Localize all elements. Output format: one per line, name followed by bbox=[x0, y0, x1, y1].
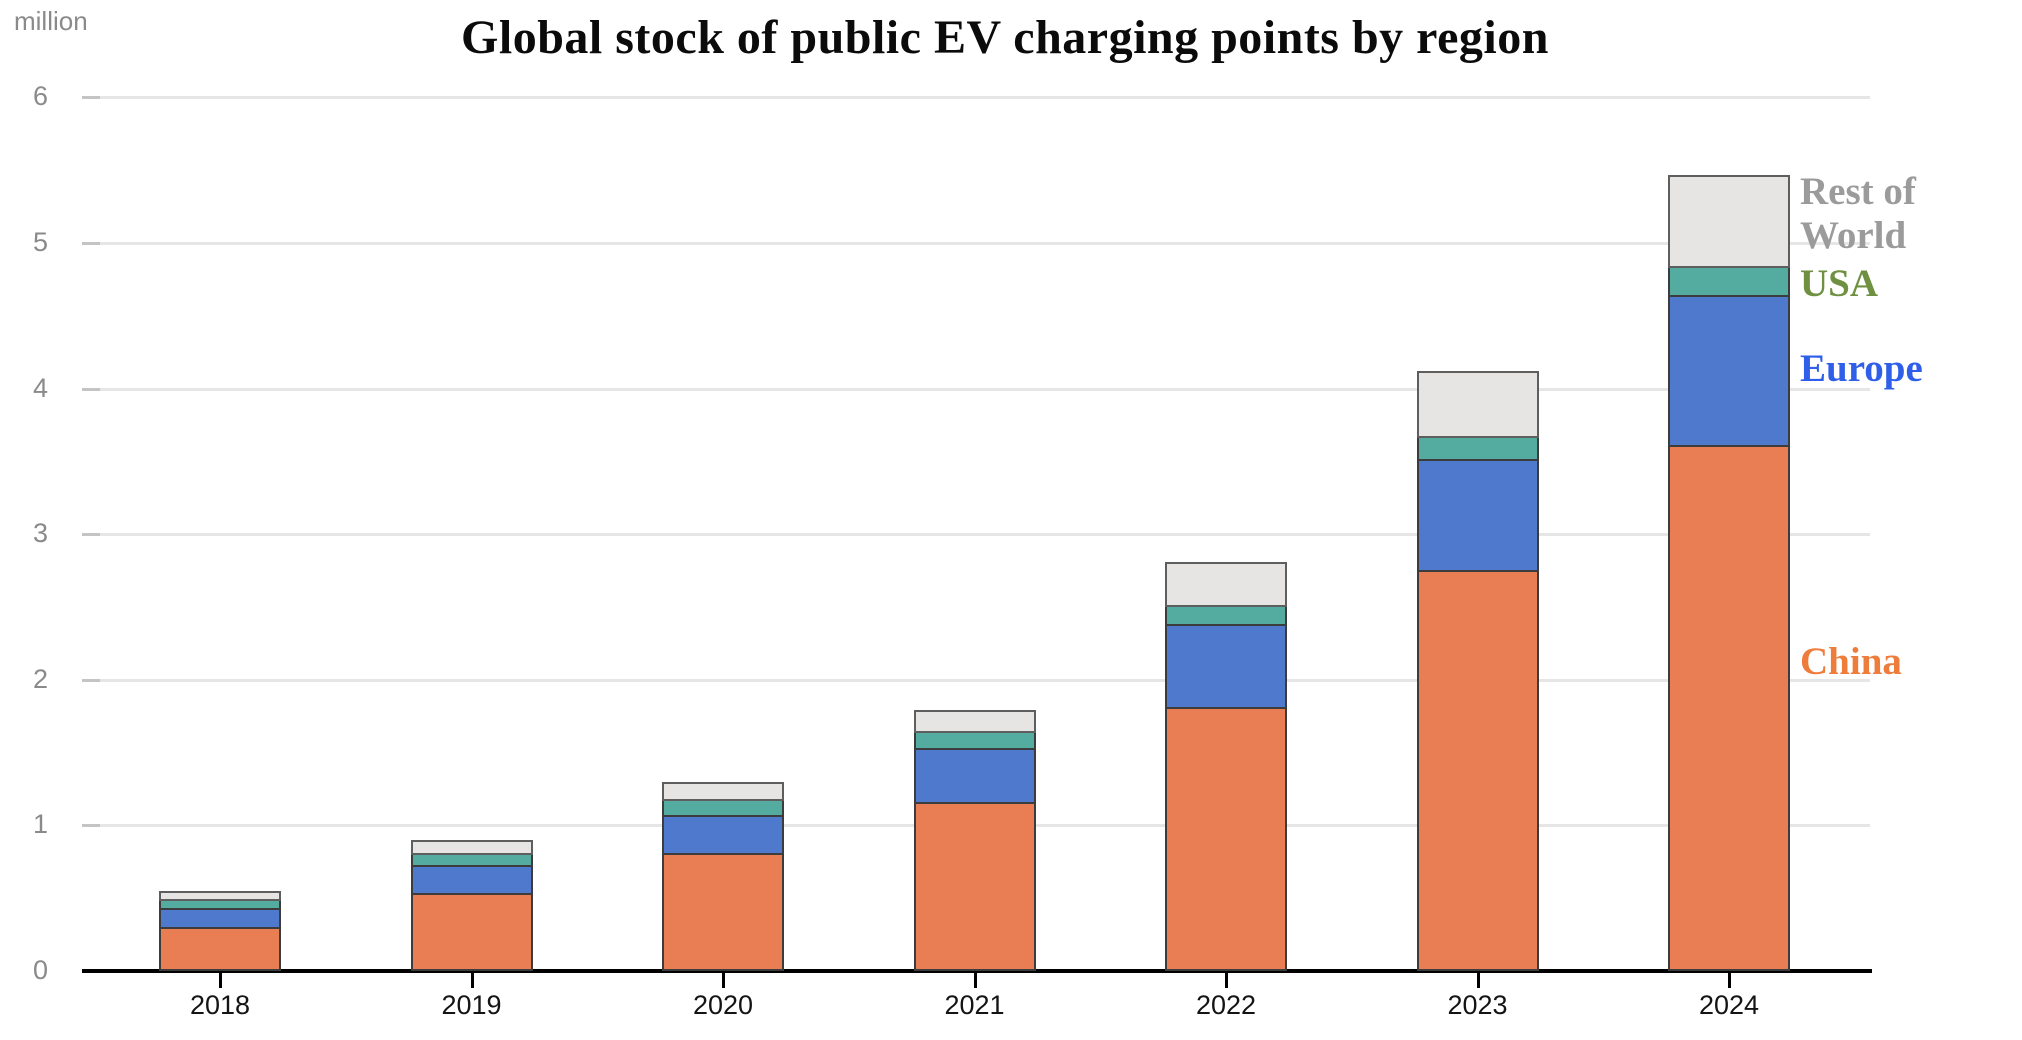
x-tick-2022 bbox=[1225, 973, 1228, 988]
bar-2020-segment-europe bbox=[662, 817, 784, 855]
bar-2020-segment-china bbox=[662, 855, 784, 971]
bar-2022-segment-china bbox=[1165, 709, 1287, 971]
chart-title: Global stock of public EV charging point… bbox=[461, 11, 1549, 64]
y-tick-label-5: 5 bbox=[32, 227, 48, 257]
bar-2018-segment-rest-of-world bbox=[159, 891, 281, 901]
bar-2018-segment-europe bbox=[159, 910, 281, 929]
y-tick-label-2: 2 bbox=[32, 663, 48, 694]
y-tick-label-3: 3 bbox=[32, 518, 48, 549]
x-tick-label-2018: 2018 bbox=[189, 990, 251, 1020]
x-tick-2020 bbox=[722, 973, 725, 988]
bar-2023-segment-usa bbox=[1416, 438, 1539, 461]
bar-2021-segment-rest-of-world bbox=[913, 710, 1036, 733]
bar-2024-segment-usa bbox=[1668, 268, 1790, 297]
bar-2019-segment-europe bbox=[410, 867, 533, 895]
bar-2024-segment-europe bbox=[1668, 297, 1790, 447]
x-tick-2019 bbox=[470, 973, 474, 988]
y-tick-label-0: 0 bbox=[32, 955, 48, 985]
bar-2024-segment-rest-of-world bbox=[1668, 175, 1790, 268]
bar-2022-segment-rest-of-world bbox=[1165, 562, 1287, 607]
bar-2019-segment-usa bbox=[410, 855, 533, 867]
gridline-y-3 bbox=[82, 533, 1870, 537]
bar-2022 bbox=[1165, 562, 1287, 971]
legend-label-europe: Europe bbox=[1800, 347, 1923, 390]
bar-2021-segment-europe bbox=[913, 750, 1036, 804]
bar-2023-segment-rest-of-world bbox=[1416, 371, 1539, 438]
legend-rest-of-world-line1: Rest of bbox=[1800, 170, 1916, 213]
y-tick-label-1: 1 bbox=[32, 809, 48, 840]
y-tick-mark-2 bbox=[82, 678, 100, 682]
bar-2019-segment-rest-of-world bbox=[410, 840, 533, 855]
y-tick-label-4: 4 bbox=[32, 372, 48, 403]
gridline-y-2 bbox=[82, 678, 1870, 682]
bar-2024-segment-china bbox=[1668, 447, 1790, 971]
y-tick-mark-3 bbox=[82, 533, 100, 537]
x-tick-label-2019: 2019 bbox=[441, 990, 502, 1020]
bar-2019-segment-china bbox=[410, 895, 533, 971]
bar-2019 bbox=[410, 840, 533, 971]
x-tick-2021 bbox=[973, 973, 977, 988]
bar-2023 bbox=[1416, 371, 1539, 971]
x-tick-label-2021: 2021 bbox=[944, 990, 1005, 1020]
legend-label-china: China bbox=[1800, 640, 1902, 683]
gridline-y-6 bbox=[82, 96, 1870, 100]
bar-2020 bbox=[662, 782, 784, 971]
bar-2022-segment-usa bbox=[1165, 607, 1287, 626]
x-tick-2018 bbox=[219, 973, 222, 988]
y-tick-mark-5 bbox=[82, 242, 100, 245]
x-tick-label-2023: 2023 bbox=[1447, 990, 1508, 1020]
gridline-y-4 bbox=[82, 387, 1870, 391]
bar-2021-segment-china bbox=[913, 804, 1036, 971]
bar-2020-segment-rest-of-world bbox=[662, 782, 784, 801]
legend-label-usa: USA bbox=[1800, 262, 1879, 305]
bar-2023-segment-china bbox=[1416, 572, 1539, 971]
legend-label-rest-of-world: Rest of World bbox=[1800, 170, 1916, 258]
x-tick-label-2022: 2022 bbox=[1195, 990, 1257, 1020]
gridline-y-5 bbox=[82, 242, 1870, 245]
bar-2020-segment-usa bbox=[662, 801, 784, 817]
y-axis-unit-label: million bbox=[14, 6, 88, 36]
bar-2018 bbox=[159, 891, 281, 971]
bar-2021 bbox=[913, 710, 1036, 971]
y-tick-label-6: 6 bbox=[32, 81, 48, 112]
bar-2021-segment-usa bbox=[913, 733, 1036, 750]
y-tick-mark-1 bbox=[82, 824, 100, 828]
bar-2022-segment-europe bbox=[1165, 626, 1287, 709]
x-tick-label-2024: 2024 bbox=[1698, 990, 1760, 1020]
x-tick-2024 bbox=[1728, 973, 1731, 988]
x-axis-line bbox=[82, 969, 1872, 973]
y-tick-mark-6 bbox=[82, 96, 100, 100]
bar-2024 bbox=[1668, 175, 1790, 971]
y-tick-mark-4 bbox=[82, 387, 100, 391]
bar-2023-segment-europe bbox=[1416, 461, 1539, 572]
bar-2018-segment-usa bbox=[159, 901, 281, 910]
x-tick-label-2020: 2020 bbox=[692, 990, 754, 1020]
bar-2018-segment-china bbox=[159, 929, 281, 971]
legend-rest-of-world-line2: World bbox=[1800, 214, 1907, 257]
x-tick-2023 bbox=[1476, 973, 1480, 988]
